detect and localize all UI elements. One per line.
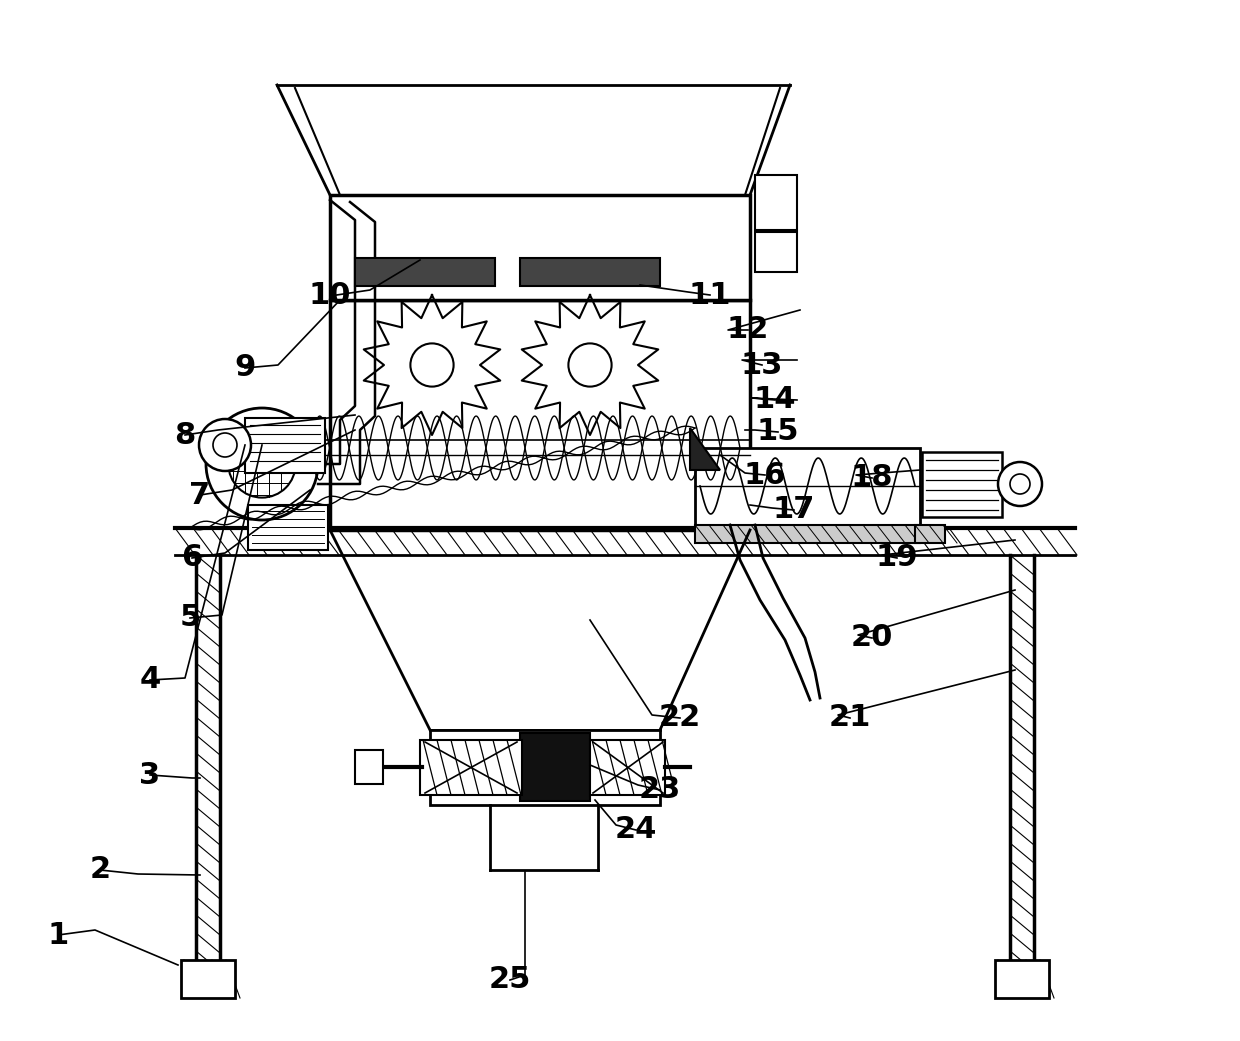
Bar bbox=[181, 960, 236, 998]
Bar bbox=[694, 525, 920, 543]
Bar bbox=[755, 232, 797, 272]
Text: 4: 4 bbox=[139, 665, 161, 694]
Text: 13: 13 bbox=[740, 351, 784, 380]
Text: 14: 14 bbox=[754, 385, 796, 414]
Text: 6: 6 bbox=[181, 543, 202, 573]
Text: 11: 11 bbox=[688, 280, 732, 309]
Text: 5: 5 bbox=[180, 604, 201, 633]
Text: 22: 22 bbox=[658, 704, 701, 733]
Bar bbox=[330, 300, 750, 530]
Bar bbox=[520, 733, 590, 801]
Text: 10: 10 bbox=[309, 281, 351, 310]
Bar bbox=[520, 258, 660, 286]
Text: 16: 16 bbox=[744, 460, 786, 489]
Bar bbox=[755, 175, 797, 230]
Bar bbox=[246, 418, 325, 473]
Bar bbox=[248, 505, 329, 550]
Text: 3: 3 bbox=[139, 761, 160, 789]
Text: 25: 25 bbox=[489, 965, 531, 994]
Bar bbox=[994, 960, 1049, 998]
Bar bbox=[694, 448, 920, 525]
Text: 2: 2 bbox=[89, 856, 110, 885]
Text: 19: 19 bbox=[875, 543, 919, 573]
Text: 24: 24 bbox=[615, 815, 657, 844]
Bar bbox=[355, 258, 495, 286]
Bar bbox=[355, 750, 383, 784]
Bar bbox=[923, 452, 1002, 517]
Bar bbox=[330, 195, 750, 300]
Text: 15: 15 bbox=[756, 417, 800, 447]
Circle shape bbox=[998, 462, 1042, 506]
Bar bbox=[590, 740, 665, 795]
Text: 7: 7 bbox=[190, 481, 211, 509]
Circle shape bbox=[198, 418, 250, 471]
Bar bbox=[430, 730, 660, 805]
Text: 1: 1 bbox=[47, 920, 68, 949]
Text: 18: 18 bbox=[851, 463, 893, 492]
Text: 21: 21 bbox=[828, 704, 872, 733]
Text: 17: 17 bbox=[773, 496, 815, 525]
Text: 9: 9 bbox=[234, 354, 255, 382]
Bar bbox=[915, 525, 945, 543]
Text: 20: 20 bbox=[851, 624, 893, 653]
Text: 12: 12 bbox=[727, 315, 769, 345]
Text: 8: 8 bbox=[175, 421, 196, 450]
Bar bbox=[420, 740, 522, 795]
Polygon shape bbox=[689, 428, 720, 469]
Text: 23: 23 bbox=[639, 776, 681, 805]
